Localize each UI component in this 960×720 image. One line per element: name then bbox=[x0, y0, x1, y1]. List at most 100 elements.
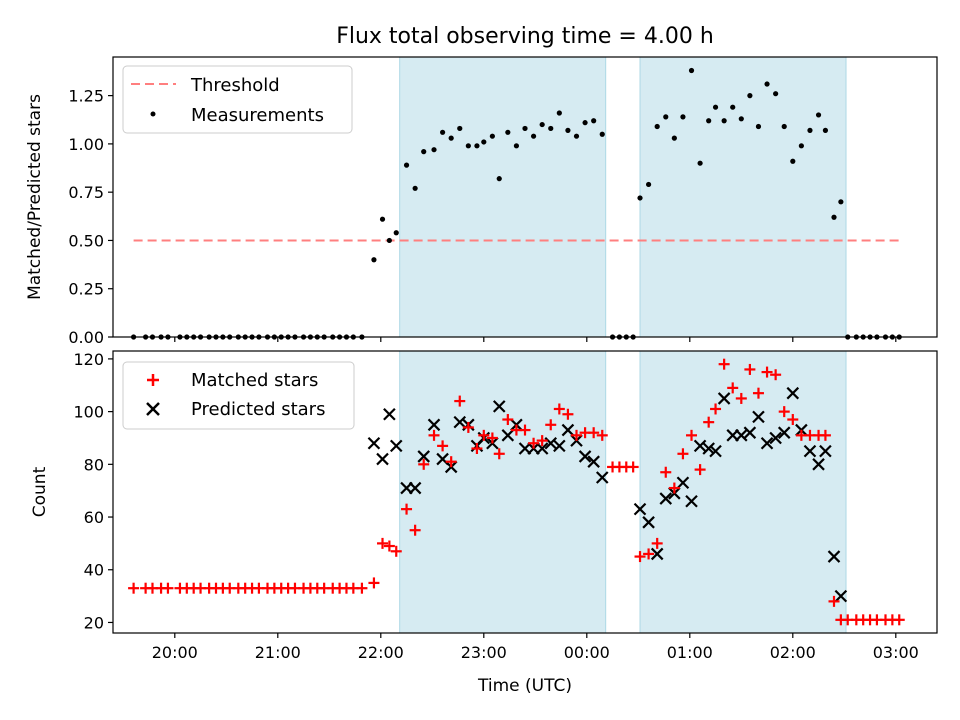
top-axes-frame bbox=[112, 56, 938, 338]
legend-measurements-swatch bbox=[150, 111, 156, 117]
y-tick-label: 0.00 bbox=[68, 328, 104, 347]
matched-star-point bbox=[418, 458, 430, 470]
matched-star-point bbox=[893, 614, 905, 626]
predicted-star-point bbox=[777, 426, 791, 439]
matched-star-point bbox=[761, 366, 773, 378]
predicted-star-point bbox=[827, 550, 841, 563]
matched-star-point bbox=[744, 363, 756, 375]
measurement-point bbox=[738, 116, 744, 122]
y-tick-label: 100 bbox=[73, 403, 104, 422]
matched-star-point bbox=[694, 464, 706, 476]
measurement-point bbox=[371, 257, 377, 263]
measurement-point bbox=[481, 139, 487, 145]
predicted-star-point bbox=[501, 429, 515, 442]
predicted-star-point bbox=[717, 392, 731, 405]
measurement-point bbox=[831, 214, 837, 220]
shaded-interval-1 bbox=[399, 350, 607, 634]
predicted-star-point bbox=[492, 400, 506, 413]
y-tick-label: 40 bbox=[84, 561, 104, 580]
matched-star-point bbox=[437, 440, 449, 452]
predicted-star-point bbox=[642, 516, 655, 529]
predicted-star-point bbox=[812, 458, 825, 471]
matched-star-point bbox=[128, 582, 140, 594]
y-tick-label: 0.50 bbox=[68, 231, 104, 250]
predicted-star-point bbox=[561, 423, 575, 437]
matched-star-point bbox=[162, 582, 174, 594]
measurement-point bbox=[489, 133, 495, 139]
predicted-star-point bbox=[535, 442, 549, 455]
measurement-point bbox=[412, 185, 418, 191]
predicted-star-point bbox=[834, 589, 848, 603]
measurement-point bbox=[379, 216, 386, 222]
measurement-point bbox=[440, 129, 446, 135]
measurement-point bbox=[747, 93, 753, 99]
measurement-point bbox=[522, 125, 528, 132]
predicted-star-point bbox=[685, 494, 698, 508]
predicted-star-point bbox=[760, 436, 774, 450]
predicted-star-point bbox=[702, 442, 715, 455]
shaded-interval-2 bbox=[639, 56, 847, 338]
matched-star-point bbox=[478, 429, 490, 441]
x-tick-label: 00:00 bbox=[564, 643, 610, 662]
measurement-point bbox=[505, 129, 511, 135]
predicted-star-point bbox=[367, 436, 381, 450]
bottom-axes bbox=[112, 350, 938, 634]
matched-star-point bbox=[710, 403, 722, 415]
matched-star-point bbox=[819, 429, 831, 441]
measurement-point bbox=[712, 104, 719, 110]
matched-star-point bbox=[383, 540, 395, 552]
measurement-point bbox=[573, 133, 580, 139]
measurement-point bbox=[680, 114, 686, 120]
predicted-star-point bbox=[595, 471, 609, 484]
matched-star-point bbox=[445, 456, 457, 468]
y-tick-label: 0.25 bbox=[68, 280, 104, 299]
measurement-point bbox=[448, 135, 454, 141]
predicted-star-point bbox=[769, 431, 782, 445]
predicted-star-point bbox=[650, 547, 664, 561]
y-tick-label: 80 bbox=[84, 455, 104, 474]
bottom-legend-box bbox=[122, 361, 355, 430]
predicted-star-point bbox=[587, 455, 600, 468]
x-tick-label: 23:00 bbox=[461, 643, 507, 662]
matched-star-point bbox=[571, 429, 582, 441]
matched-star-point bbox=[409, 524, 421, 536]
matched-star-point bbox=[368, 577, 380, 589]
matched-star-point bbox=[787, 414, 799, 426]
measurement-point bbox=[565, 127, 571, 133]
predicted-star-point bbox=[693, 439, 707, 453]
measurement-point bbox=[530, 133, 537, 139]
measurement-point bbox=[457, 125, 463, 132]
measurement-point bbox=[730, 104, 736, 110]
matched-star-point bbox=[401, 503, 413, 515]
measurement-point bbox=[755, 123, 762, 130]
matched-star-point bbox=[471, 443, 483, 455]
predicted-star-point bbox=[659, 492, 673, 505]
measurement-point bbox=[386, 237, 392, 244]
bottom-axes-frame bbox=[112, 350, 938, 634]
matched-star-point bbox=[356, 582, 368, 594]
measurement-point bbox=[697, 160, 703, 166]
predicted-star-point bbox=[453, 415, 467, 429]
bottom-legend: Matched stars Predicted stars bbox=[122, 361, 355, 430]
matched-star-point bbox=[752, 387, 764, 399]
y-tick-label: 0.75 bbox=[68, 183, 104, 202]
top-axes bbox=[112, 56, 938, 342]
measurement-point bbox=[556, 110, 562, 116]
measurement-point bbox=[465, 143, 471, 149]
y-tick-label: 1.00 bbox=[68, 135, 104, 154]
bottom-y-ticks: 20 40 60 80 100 120 bbox=[73, 350, 113, 632]
matched-star-point bbox=[588, 427, 600, 439]
x-axis-label: Time (UTC) bbox=[477, 676, 572, 696]
legend-matched-label: Matched stars bbox=[191, 370, 318, 391]
predicted-star-point bbox=[633, 502, 647, 516]
predicted-star-point bbox=[389, 439, 403, 453]
matched-star-point bbox=[596, 429, 608, 441]
predicted-stars-points bbox=[367, 386, 848, 603]
predicted-star-point bbox=[553, 439, 566, 453]
predicted-star-point bbox=[743, 426, 757, 439]
top-panel: 0.00 0.25 0.50 0.75 1.00 1.25 Matched/Predict… bbox=[25, 56, 938, 347]
chart-title: Flux total observing time = 4.00 h bbox=[336, 24, 714, 49]
predicted-star-point bbox=[803, 444, 817, 458]
matched-star-point bbox=[562, 408, 574, 420]
matched-star-point bbox=[778, 406, 790, 418]
